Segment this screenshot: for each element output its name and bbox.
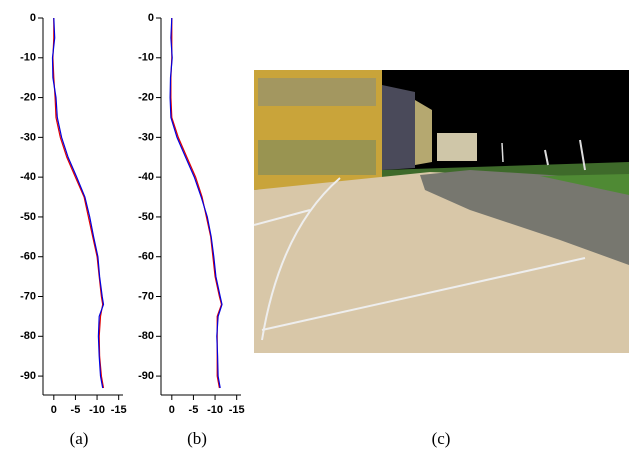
y-tick-label: -20 [20,91,36,103]
chart-caption: (a) [70,429,89,448]
x-tick-label: 0 [169,404,175,416]
y-tick-label: -80 [20,330,36,342]
y-tick-label: -20 [138,91,154,103]
x-tick-label: -15 [229,404,245,416]
y-tick-label: -70 [138,290,154,302]
y-tick-label: -10 [20,52,36,64]
x-tick-label: -5 [71,404,81,416]
trajectory-line [53,18,104,388]
x-tick-label: -5 [189,404,199,416]
y-tick-label: -90 [138,370,154,382]
trajectory-line [171,18,222,388]
y-tick-label: 0 [148,12,154,24]
figure: (c) 0-10-20-30-40-50-60-70-80-900-5-10-1… [0,0,629,453]
x-tick-label: -15 [111,404,127,416]
y-tick-label: -60 [138,251,154,263]
y-tick-label: -40 [20,171,36,183]
rendered-scene [254,70,629,353]
image-caption: (c) [432,429,451,448]
trajectory-line [170,18,222,388]
y-tick-label: -70 [20,290,36,302]
y-tick-label: -30 [20,131,36,143]
y-tick-label: 0 [30,12,36,24]
y-tick-label: -50 [138,211,154,223]
y-tick-label: -30 [138,131,154,143]
y-tick-label: -80 [138,330,154,342]
x-tick-label: 0 [51,404,57,416]
x-tick-label: -10 [207,404,223,416]
y-tick-label: -60 [20,251,36,263]
y-tick-label: -10 [138,52,154,64]
chart-caption: (b) [187,429,207,448]
y-tick-label: -40 [138,171,154,183]
y-tick-label: -50 [20,211,36,223]
y-tick-label: -90 [20,370,36,382]
x-tick-label: -10 [89,404,105,416]
trajectory-line [53,18,104,388]
